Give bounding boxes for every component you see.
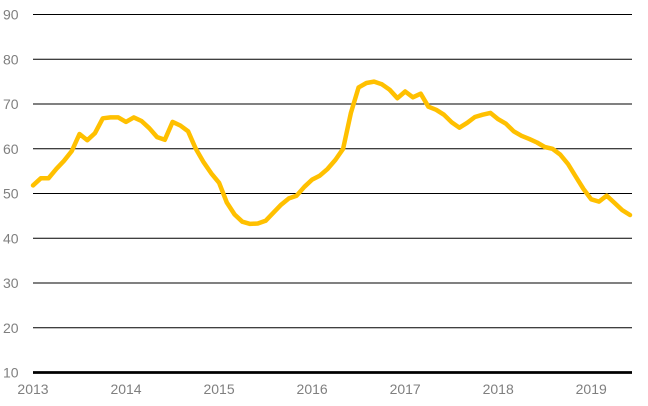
y-axis-tick-label: 30 xyxy=(3,275,19,291)
y-axis-tick-label: 20 xyxy=(3,320,19,336)
x-axis-tick-label: 2017 xyxy=(390,381,421,397)
y-axis-tick-label: 40 xyxy=(3,230,19,246)
x-axis-tick-label: 2014 xyxy=(110,381,141,397)
x-axis-tick-label: 2019 xyxy=(576,381,607,397)
y-axis-tick-label: 70 xyxy=(3,96,19,112)
y-axis-tick-label: 60 xyxy=(3,141,19,157)
y-axis-tick-label: 10 xyxy=(3,365,19,381)
x-axis-tick-label: 2013 xyxy=(17,381,48,397)
x-axis-tick-label: 2016 xyxy=(297,381,328,397)
y-axis-tick-label: 80 xyxy=(3,51,19,67)
data-series-line xyxy=(30,79,633,227)
x-axis-tick-label: 2018 xyxy=(483,381,514,397)
y-axis-tick-label: 50 xyxy=(3,186,19,202)
y-axis-tick-label: 90 xyxy=(3,7,19,23)
x-axis-tick-label: 2015 xyxy=(203,381,234,397)
